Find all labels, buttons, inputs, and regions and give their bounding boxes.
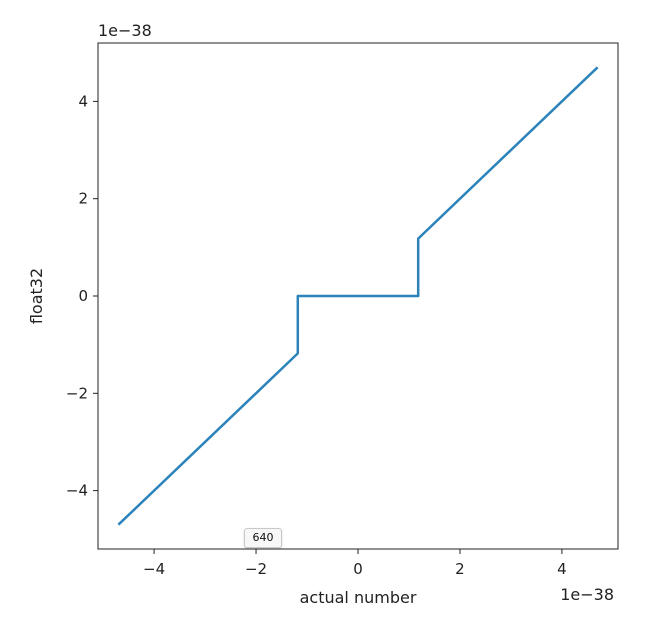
- x-tick-label: −4: [143, 560, 165, 578]
- x-axis-ticks: −4 −2 0 2 4: [143, 549, 567, 578]
- value-badge: 640: [244, 528, 282, 548]
- x-tick-label: 4: [557, 560, 567, 578]
- y-offset-label: 1e−38: [98, 21, 152, 40]
- series-layer: [117, 66, 599, 526]
- y-tick-label: −2: [66, 384, 88, 402]
- y-axis-label: float32: [27, 268, 46, 324]
- y-tick-label: 2: [78, 190, 88, 208]
- series-line: [117, 66, 599, 526]
- x-tick-label: 2: [455, 560, 465, 578]
- y-tick-label: 0: [78, 287, 88, 305]
- y-axis-ticks: −4 −2 0 2 4: [66, 92, 98, 500]
- x-offset-label: 1e−38: [560, 585, 614, 604]
- x-tick-label: −2: [245, 560, 267, 578]
- x-axis-label: actual number: [300, 588, 417, 607]
- x-tick-label: 0: [353, 560, 363, 578]
- y-tick-label: −4: [66, 482, 88, 500]
- y-tick-label: 4: [78, 92, 88, 110]
